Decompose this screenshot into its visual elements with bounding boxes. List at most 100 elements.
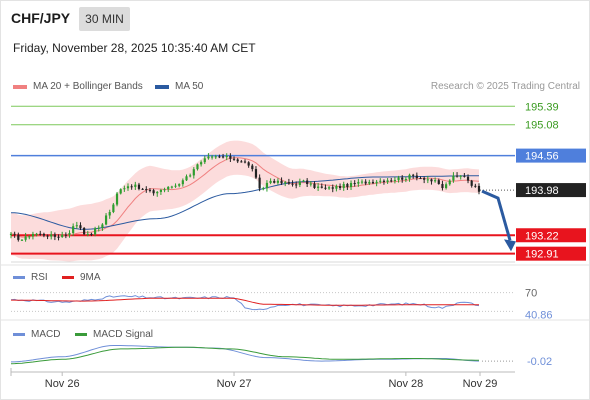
level-label-193.22: 193.22 <box>525 230 559 242</box>
candle-body <box>455 175 459 177</box>
legend-rsi-ma: 9MA <box>62 272 101 283</box>
candle-body <box>57 236 60 238</box>
candle-body <box>466 176 470 181</box>
candle-body <box>28 236 31 238</box>
legend-macd-signal-label: MACD Signal <box>93 329 154 340</box>
candle-body <box>317 186 320 188</box>
forecast-arrow <box>481 189 512 241</box>
candle-body <box>178 184 181 186</box>
candle-body <box>83 228 86 235</box>
candle-body <box>104 215 108 225</box>
x-tick-label: Nov 26 <box>45 378 80 390</box>
candle-body <box>152 190 155 194</box>
candle-body <box>397 177 400 180</box>
candle-body <box>390 180 393 182</box>
candle-body <box>331 187 334 189</box>
candle-body <box>24 236 27 240</box>
candle-body <box>280 180 283 184</box>
candle-body <box>302 180 305 182</box>
candle-body <box>200 162 203 165</box>
macd-signal-swatch-icon <box>75 333 87 336</box>
candle-body <box>20 239 24 241</box>
candle-body <box>284 182 287 184</box>
candle-body <box>210 156 214 158</box>
macd-last-value: -0.02 <box>527 356 552 368</box>
candle-body <box>262 188 265 190</box>
candle-body <box>189 175 192 177</box>
candle-body <box>97 227 100 229</box>
candle-body <box>382 180 386 182</box>
candle-body <box>17 234 20 240</box>
candle-body <box>430 179 433 182</box>
candle-body <box>408 174 411 179</box>
timeframe-badge[interactable]: 30 MIN <box>79 7 130 31</box>
candle-body <box>156 191 159 194</box>
legend-ma50-label: MA 50 <box>175 81 204 92</box>
legend-rsi: RSI <box>13 272 48 283</box>
candle-body <box>167 186 170 190</box>
candle-body <box>368 181 371 184</box>
candle-body <box>163 189 166 191</box>
candle-body <box>203 158 206 163</box>
candle-body <box>159 190 163 192</box>
candle-body <box>459 175 462 177</box>
candle-body <box>170 186 173 188</box>
candle-body <box>61 234 64 237</box>
rsi-last-value: 40.86 <box>525 309 553 321</box>
candle-body <box>353 183 356 185</box>
macd-swatch-icon <box>13 333 25 336</box>
legend-macd-signal: MACD Signal <box>75 329 153 340</box>
candle-body <box>240 161 243 163</box>
candle-body <box>412 174 415 176</box>
candle-body <box>335 186 338 189</box>
timestamp: Friday, November 28, 2025 10:35:40 AM CE… <box>13 41 256 55</box>
candle-body <box>192 169 195 176</box>
legend-rsi-label: RSI <box>31 272 48 283</box>
candle-body <box>364 181 367 184</box>
candle-body <box>404 178 407 180</box>
candle-body <box>269 180 272 183</box>
candle-body <box>134 184 137 187</box>
candle-body <box>379 180 382 182</box>
candle-body <box>108 212 111 216</box>
last-price-label: 193.98 <box>525 185 559 197</box>
candle-body <box>273 180 276 183</box>
candle-body <box>35 233 38 235</box>
candle-body <box>79 225 82 229</box>
candle-body <box>53 234 56 237</box>
candle-body <box>75 225 78 227</box>
candle-body <box>448 180 451 185</box>
candle-body <box>123 188 126 190</box>
rsi-series-line <box>11 297 479 306</box>
candle-body <box>444 184 448 189</box>
candle-body <box>423 178 426 180</box>
candle-body <box>324 187 327 189</box>
candle-body <box>309 183 312 185</box>
ma20-swatch-icon <box>13 84 27 89</box>
candle-body <box>46 235 49 237</box>
candle-body <box>470 180 473 186</box>
legend-macd: MACD <box>13 329 60 340</box>
legend-ma50: MA 50 <box>155 81 203 92</box>
legend-ma20-label: MA 20 + Bollinger Bands <box>33 81 143 92</box>
candle-body <box>232 158 236 160</box>
candle-body <box>112 204 115 213</box>
level-label-192.91: 192.91 <box>525 249 559 261</box>
candle-body <box>401 177 404 180</box>
candle-body <box>386 180 389 182</box>
candle-body <box>185 176 188 181</box>
candle-body <box>13 233 16 235</box>
candle-body <box>295 184 298 186</box>
candle-body <box>145 189 148 191</box>
candle-body <box>174 185 177 187</box>
candle-body <box>72 226 75 234</box>
candle-body <box>346 184 349 187</box>
candle-body <box>313 183 316 188</box>
candle-body <box>119 189 122 194</box>
candle-body <box>291 183 294 185</box>
candle-body <box>474 185 477 187</box>
candle-body <box>371 181 375 184</box>
candle-body <box>101 224 104 228</box>
candle-body <box>393 179 397 181</box>
